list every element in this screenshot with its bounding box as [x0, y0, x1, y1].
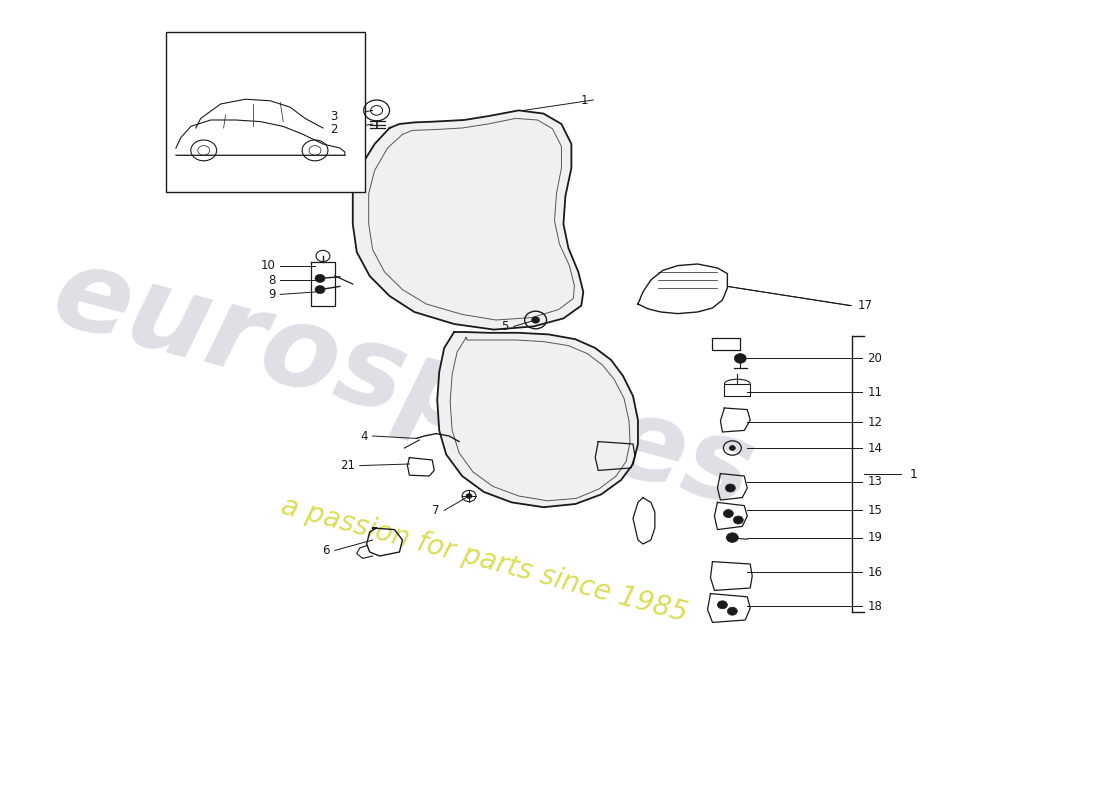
Text: 2: 2 — [330, 123, 338, 136]
Circle shape — [735, 354, 746, 363]
Circle shape — [531, 317, 540, 323]
Text: 15: 15 — [868, 504, 882, 517]
Polygon shape — [437, 332, 638, 507]
Text: 16: 16 — [868, 566, 882, 578]
Text: 7: 7 — [431, 504, 439, 517]
Text: 20: 20 — [868, 352, 882, 365]
Text: 5: 5 — [502, 320, 509, 333]
Text: 12: 12 — [868, 416, 882, 429]
Text: 1: 1 — [581, 94, 589, 106]
Text: 19: 19 — [868, 531, 882, 544]
Text: 17: 17 — [858, 299, 872, 312]
Circle shape — [466, 494, 472, 498]
Circle shape — [315, 274, 324, 282]
Polygon shape — [353, 110, 583, 330]
Text: 21: 21 — [340, 459, 355, 472]
Text: 10: 10 — [261, 259, 275, 272]
Circle shape — [729, 446, 735, 450]
Text: 1: 1 — [910, 467, 917, 481]
Text: 8: 8 — [268, 274, 275, 286]
Text: 14: 14 — [868, 442, 882, 454]
Circle shape — [724, 510, 734, 518]
Text: 4: 4 — [360, 430, 367, 442]
Circle shape — [315, 286, 324, 294]
Text: 9: 9 — [267, 288, 275, 301]
Circle shape — [727, 607, 737, 615]
Text: 11: 11 — [868, 386, 882, 398]
Text: 13: 13 — [868, 475, 882, 488]
Circle shape — [734, 516, 744, 524]
Circle shape — [717, 601, 727, 609]
Bar — [166, 32, 365, 192]
Text: 3: 3 — [330, 110, 338, 122]
Text: eurospares: eurospares — [42, 238, 767, 530]
Text: 18: 18 — [868, 600, 882, 613]
Text: a passion for parts since 1985: a passion for parts since 1985 — [277, 492, 690, 628]
Circle shape — [726, 533, 738, 542]
Circle shape — [725, 484, 735, 492]
Text: 6: 6 — [322, 544, 330, 557]
